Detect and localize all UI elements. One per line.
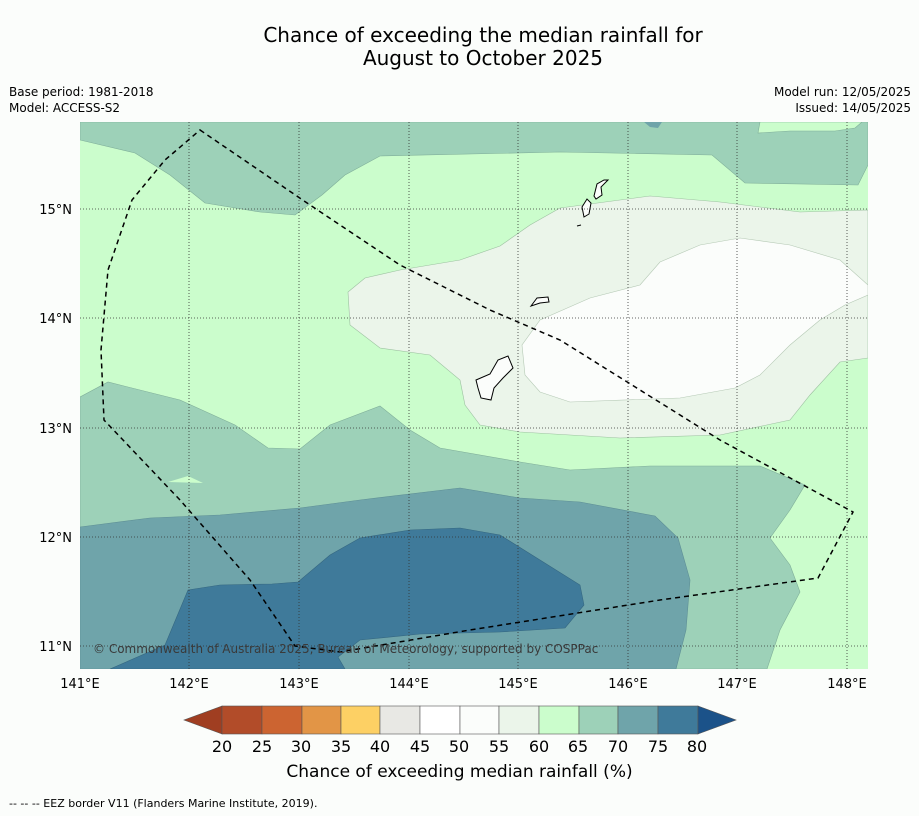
colorbar-swatch-35-40 bbox=[340, 705, 381, 735]
issued-date: Issued: 14/05/2025 bbox=[795, 101, 911, 115]
lat-tick-label: 14°N bbox=[39, 312, 72, 327]
colorbar-swatch-50-55 bbox=[459, 705, 500, 735]
colorbar-tick: 25 bbox=[251, 737, 273, 756]
rota-outline bbox=[529, 296, 550, 307]
colorbar-swatch-65-70 bbox=[578, 705, 619, 735]
lon-tick-label: 144°E bbox=[389, 677, 429, 692]
model-name: Model: ACCESS-S2 bbox=[9, 101, 121, 115]
zone-70-75-dot bbox=[644, 122, 662, 128]
colorbar bbox=[183, 705, 737, 735]
colorbar-tick: 75 bbox=[647, 737, 669, 756]
copyright-text: © Commonwealth of Australia 2025, Bureau… bbox=[93, 642, 598, 656]
model-run-date: Model run: 12/05/2025 bbox=[773, 85, 911, 99]
map-title-line-1: Chance of exceeding the median rainfall … bbox=[263, 23, 703, 47]
eez-legend-footnote: -- -- -- EEZ border V11 (Flanders Marine… bbox=[9, 797, 318, 810]
lon-tick-label: 146°E bbox=[608, 677, 648, 692]
zone-60-65-patch bbox=[757, 122, 863, 134]
colorbar-label: Chance of exceeding median rainfall (%) bbox=[286, 762, 633, 782]
colorbar-tick: 60 bbox=[528, 737, 550, 756]
zone-60-65-sliver bbox=[168, 476, 203, 483]
lon-tick-label: 142°E bbox=[169, 677, 209, 692]
colorbar-tick: 70 bbox=[607, 737, 629, 756]
lon-tick-label: 141°E bbox=[60, 677, 100, 692]
lat-tick-label: 11°N bbox=[39, 640, 72, 655]
colorbar-arrow-low bbox=[183, 705, 223, 735]
colorbar-swatch-30-35 bbox=[301, 705, 342, 735]
lon-tick-label: 145°E bbox=[498, 677, 538, 692]
colorbar-tick: 65 bbox=[567, 737, 589, 756]
colorbar-swatch-45-50 bbox=[419, 705, 461, 735]
colorbar-tick: 40 bbox=[369, 737, 391, 756]
lat-tick-label: 13°N bbox=[39, 422, 72, 437]
lon-tick-label: 148°E bbox=[827, 677, 867, 692]
colorbar-tick: 55 bbox=[488, 737, 510, 756]
colorbar-tick: 30 bbox=[290, 737, 312, 756]
colorbar-swatch-55-60 bbox=[498, 705, 540, 735]
colorbar-swatch-75-80 bbox=[657, 705, 699, 735]
colorbar-tick: 80 bbox=[686, 737, 708, 756]
lat-tick-label: 12°N bbox=[39, 531, 72, 546]
lat-tick-label: 15°N bbox=[39, 203, 72, 218]
colorbar-swatch-40-45 bbox=[379, 705, 421, 735]
zone-65-70-north bbox=[80, 122, 868, 216]
tinian-outline bbox=[581, 198, 592, 218]
aguijan-outline bbox=[576, 224, 582, 227]
base-period: Base period: 1981-2018 bbox=[9, 85, 154, 99]
colorbar-swatch-70-75 bbox=[617, 705, 659, 735]
gridlines bbox=[80, 122, 868, 669]
lon-tick-label: 143°E bbox=[279, 677, 319, 692]
colorbar-tick: 45 bbox=[409, 737, 431, 756]
colorbar-arrow-high bbox=[697, 705, 737, 735]
zone-50-55 bbox=[521, 237, 868, 403]
colorbar-tick: 20 bbox=[211, 737, 233, 756]
zone-75-80 bbox=[109, 527, 585, 669]
colorbar-tick: 35 bbox=[330, 737, 352, 756]
guam-outline bbox=[475, 355, 514, 401]
colorbar-swatch-20-25 bbox=[221, 705, 263, 735]
lon-tick-label: 147°E bbox=[717, 677, 757, 692]
colorbar-swatch-60-65 bbox=[538, 705, 580, 735]
colorbar-swatch-25-30 bbox=[261, 705, 303, 735]
colorbar-tick: 50 bbox=[448, 737, 470, 756]
map-title-line-2: August to October 2025 bbox=[362, 46, 604, 70]
saipan-outline bbox=[593, 179, 610, 200]
